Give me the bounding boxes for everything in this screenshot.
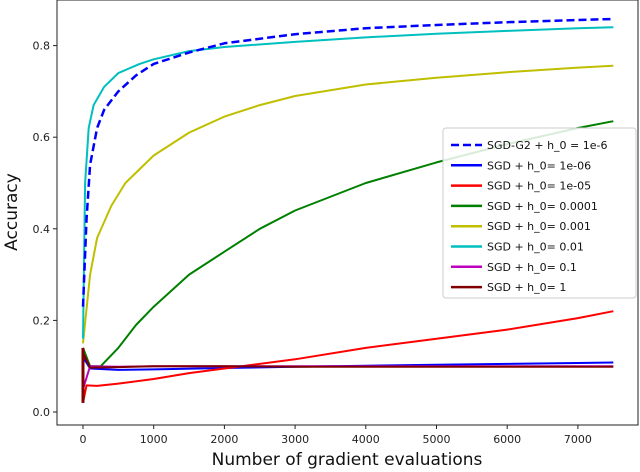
y-axis-label: Accuracy	[2, 173, 22, 251]
legend-entry: SGD + h_0= 1e-05	[487, 180, 591, 193]
series-line	[82, 64, 614, 344]
series-line	[82, 26, 614, 339]
y-axis-ticks: 0.0 0.2 0.4 0.6 0.8	[33, 40, 57, 419]
y-tick-label: 0.6	[33, 131, 51, 144]
series-line	[81, 17, 614, 307]
x-tick-label: 6000	[493, 433, 521, 446]
y-tick-label: 0.4	[33, 223, 51, 236]
y-tick-label: 0.2	[33, 314, 51, 327]
legend-entry: SGD + h_0= 1e-06	[487, 159, 591, 172]
legend-entry: SGD-G2 + h_0 = 1e-6	[487, 139, 608, 152]
legend-entry: SGD + h_0= 0.1	[487, 261, 577, 274]
x-tick-label: 1000	[140, 433, 168, 446]
y-tick-label: 0.0	[33, 406, 51, 419]
series-line	[82, 310, 614, 403]
legend-entry: SGD + h_0= 0.001	[487, 220, 591, 233]
legend-entry: SGD + h_0= 0.0001	[487, 200, 598, 213]
x-axis-label: Number of gradient evaluations	[212, 450, 483, 470]
x-tick-label: 4000	[352, 433, 380, 446]
plot-lines	[81, 17, 614, 403]
x-tick-label: 2000	[210, 433, 238, 446]
series-line	[82, 356, 614, 371]
legend-entry: SGD + h_0= 1	[487, 281, 566, 294]
legend: SGD-G2 + h_0 = 1e-6 SGD + h_0= 1e-06 SGD +…	[442, 127, 637, 299]
plot-frame	[56, 0, 639, 426]
y-tick-label: 0.8	[33, 40, 51, 53]
legend-box	[442, 127, 637, 299]
legend-entry: SGD + h_0= 0.01	[487, 241, 584, 254]
x-tick-label: 7000	[564, 433, 592, 446]
x-tick-label: 0	[80, 433, 87, 446]
series-line	[82, 352, 614, 369]
x-axis-ticks: 0 1000 2000 3000 4000 5000 6000 7000	[80, 425, 592, 446]
x-tick-label: 5000	[423, 433, 451, 446]
x-tick-label: 3000	[281, 433, 309, 446]
